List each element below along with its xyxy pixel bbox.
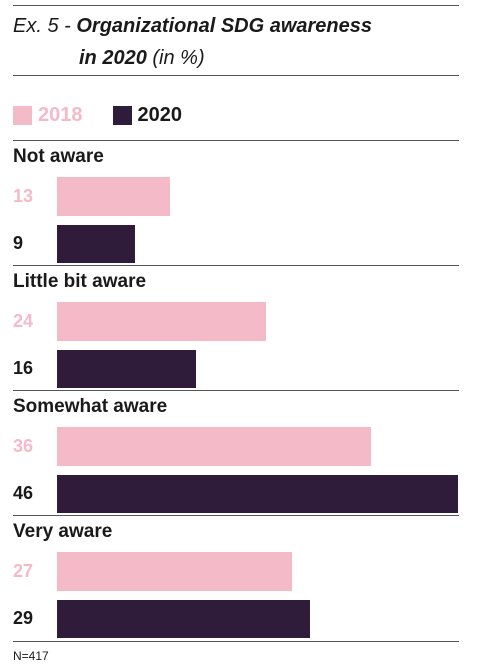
category-rule-very-aware [13,515,459,516]
value-label-2018-somewhat-aware: 36 [13,436,33,457]
bar-2020-somewhat-aware [57,475,458,513]
value-label-2020-somewhat-aware: 46 [13,483,33,504]
legend-swatch-2020 [113,106,132,125]
legend-label-2020: 2020 [138,104,183,127]
title-prefix: Ex. 5 - [13,15,71,37]
bar-2018-not-aware [57,177,170,216]
value-label-2020-very-aware: 29 [13,608,33,629]
category-rule-not-aware [13,140,459,141]
bar-2018-somewhat-aware [57,427,371,466]
legend-swatch-2018 [13,106,32,125]
value-label-2018-little-bit-aware: 24 [13,311,33,332]
category-label-very-aware: Very aware [13,521,112,543]
category-label-not-aware: Not aware [13,146,104,168]
title-text-line2: in 2020 [79,47,147,69]
bar-2020-not-aware [57,225,135,263]
category-rule-little-bit-aware [13,265,459,266]
legend-item-2020: 2020 [113,104,183,127]
bottom-rule [13,641,459,642]
bar-2018-very-aware [57,552,292,591]
category-rule-somewhat-aware [13,390,459,391]
legend-label-2018: 2018 [38,104,83,127]
chart-title: Ex. 5 - Organizational SDG awareness in … [13,10,372,74]
value-label-2018-very-aware: 27 [13,561,33,582]
title-rule [13,75,459,76]
bar-2020-very-aware [57,600,310,638]
value-label-2020-little-bit-aware: 16 [13,358,33,379]
top-rule [13,5,459,6]
bar-2020-little-bit-aware [57,350,196,388]
legend: 2018 2020 [13,103,212,127]
value-label-2020-not-aware: 9 [13,233,23,254]
category-label-little-bit-aware: Little bit aware [13,271,146,293]
sample-size-note: N=417 [13,649,49,663]
title-text-line1: Organizational SDG awareness [76,15,372,37]
value-label-2018-not-aware: 13 [13,186,33,207]
bar-2018-little-bit-aware [57,302,266,341]
legend-item-2018: 2018 [13,104,83,127]
category-label-somewhat-aware: Somewhat aware [13,396,167,418]
title-unit: (in %) [152,47,204,69]
